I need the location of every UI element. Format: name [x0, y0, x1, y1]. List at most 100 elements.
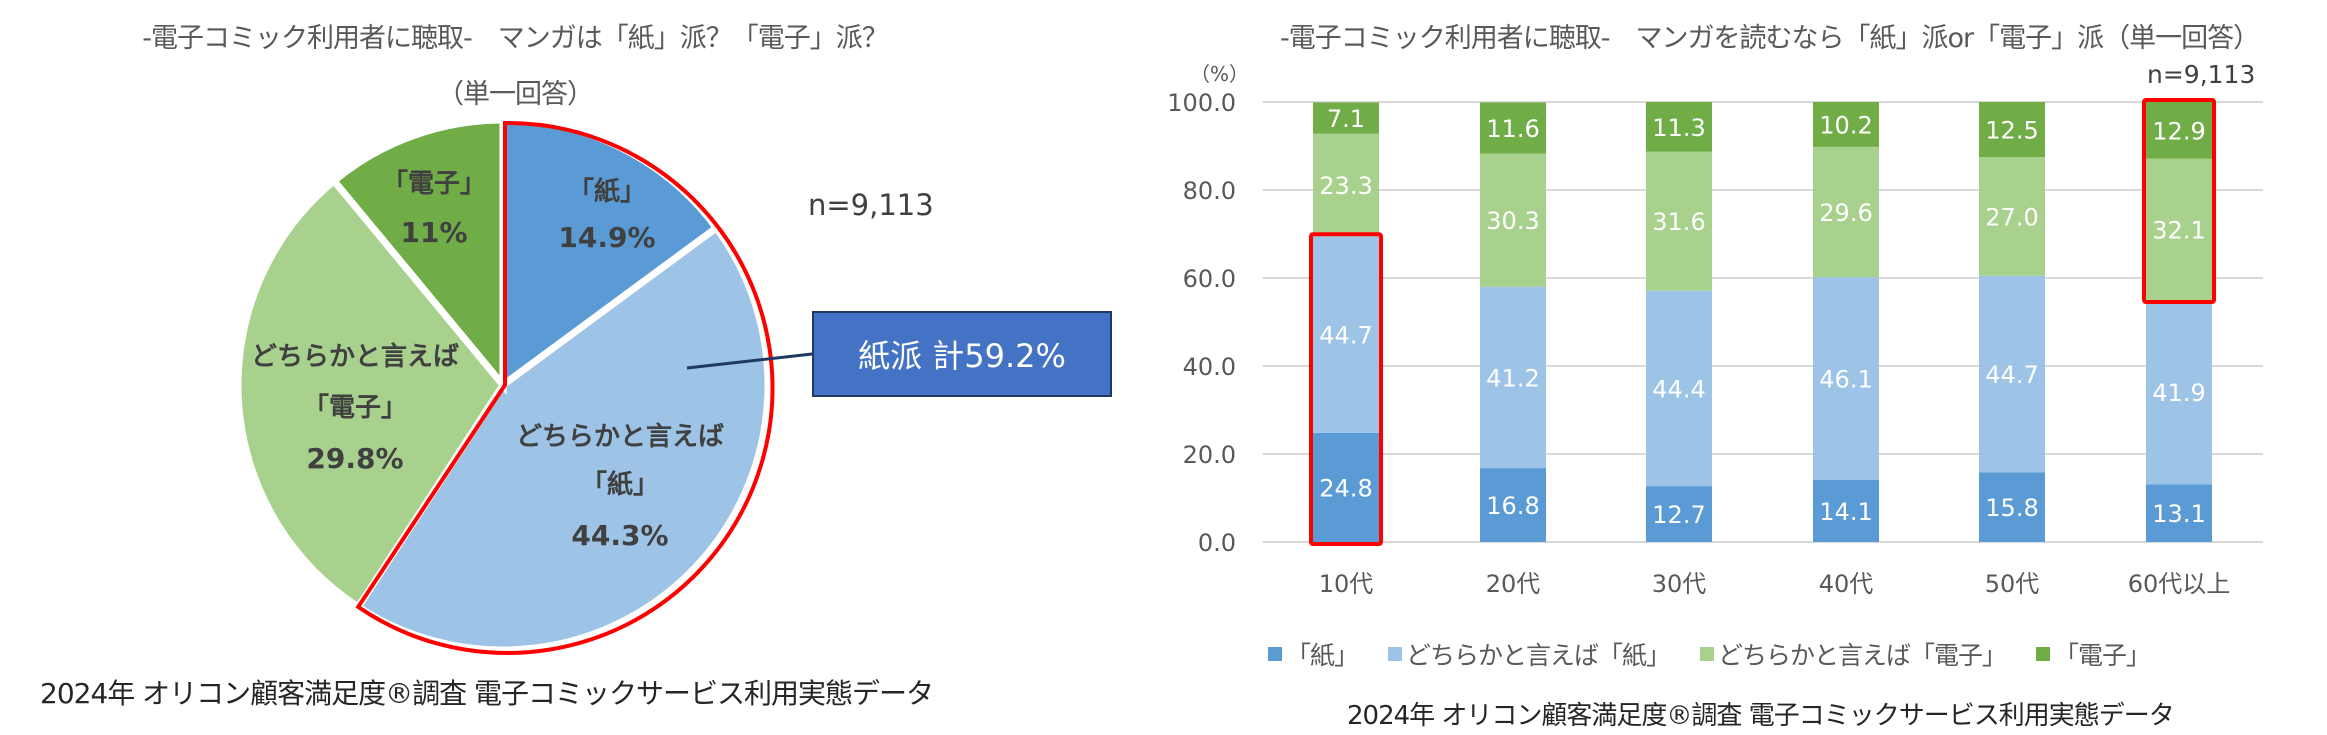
- bar-value-label: 41.9: [2152, 379, 2205, 407]
- pie-slice-rather-paper: [353, 222, 772, 654]
- x-axis-label: 40代: [1819, 570, 1874, 598]
- y-axis-unit: （%）: [1190, 62, 1250, 86]
- x-axis-labels: 10代 20代 30代 40代 50代 60代以上: [1319, 570, 2231, 598]
- bar-value-label: 44.7: [1319, 322, 1372, 350]
- x-axis-label: 50代: [1985, 570, 2040, 598]
- legend-item-rather-paper: どちらかと言えば「紙」: [1388, 636, 1671, 672]
- bar-30代: 12.7 44.4 31.6 11.3: [1646, 102, 1712, 542]
- slice-label-rather-digital-1: どちらかと言えば: [251, 342, 459, 372]
- x-axis-label: 10代: [1319, 570, 1374, 598]
- legend-item-paper: 「紙」: [1268, 636, 1359, 672]
- x-axis-label: 60代以上: [2128, 570, 2231, 598]
- y-tick-label: 60.0: [1183, 265, 1236, 293]
- legend-item-rather-digital: どちらかと言えば「電子」: [1700, 636, 2007, 672]
- highlight-box-10代: [1309, 232, 1383, 546]
- y-tick-label: 0.0: [1198, 529, 1236, 557]
- bar-sample-size: n=9,113: [2147, 60, 2256, 89]
- slice-label-rather-digital-2: 「電子」: [303, 392, 407, 423]
- bar-value-label: 11.3: [1652, 114, 1705, 142]
- slice-value-paper: 14.9%: [558, 221, 655, 254]
- bar-value-label: 12.9: [2152, 117, 2205, 145]
- slice-label-rather-paper-2: 「紙」: [581, 469, 659, 500]
- paper-total-callout: 紙派 計59.2%: [812, 311, 1112, 397]
- bars: 24.8 44.7 23.3 7.1 16.8 41.2 30.3 11.6 12.7 44.4 3…: [1313, 102, 2212, 542]
- y-tick-label: 100.0: [1167, 89, 1236, 117]
- bar-value-label: 23.3: [1319, 172, 1372, 200]
- pie-chart-title: -電子コミック利用者に聴取- マンガは「紙」派？「電子」派？: [142, 23, 888, 54]
- slice-label-rather-paper-1: どちらかと言えば: [516, 422, 724, 452]
- bar-segment-paper: [1480, 468, 1546, 542]
- y-tick-label: 40.0: [1183, 353, 1236, 381]
- bar-segment-paper: [1313, 432, 1379, 542]
- slice-value-rather-digital: 29.8%: [306, 442, 403, 475]
- bar-value-label: 16.8: [1486, 492, 1539, 520]
- highlight-box-60代以上: [2142, 98, 2216, 304]
- bar-segment-rather-paper: [1979, 275, 2045, 473]
- bar-value-label: 12.5: [1985, 117, 2038, 145]
- slice-value-rather-paper: 44.3%: [571, 519, 668, 552]
- bar-segment-rather-paper: [1646, 290, 1712, 487]
- bar-segment-paper: [1646, 486, 1712, 542]
- legend-swatch-rather-digital: [1700, 647, 1715, 661]
- bar-segment-digital: [2146, 102, 2212, 159]
- bar-value-label: 31.6: [1652, 208, 1705, 236]
- bar-value-label: 12.7: [1652, 501, 1705, 529]
- bar-value-label: 24.8: [1319, 474, 1372, 502]
- stacked-bar-chart: 100.0 80.0 60.0 40.0 20.0 0.0 24.8 44.7 23.3 7.1…: [1167, 89, 2263, 598]
- bar-value-label: 13.1: [2152, 500, 2205, 528]
- pie-labels: 「紙」 14.9% どちらかと言えば 「紙」 44.3% どちらかと言えば 「電…: [251, 168, 724, 552]
- bar-20代: 16.8 41.2 30.3 11.6: [1480, 102, 1546, 542]
- bar-value-label: 44.7: [1985, 361, 2038, 389]
- paper-highlight-outline: [355, 120, 775, 655]
- legend-label-digital: 「電子」: [2054, 641, 2151, 670]
- paper-total-callout-label: 紙派 計59.2%: [858, 337, 1066, 375]
- bar-segment-digital: [1979, 102, 2045, 157]
- bar-segment-digital: [1313, 102, 1379, 134]
- bar-segment-rather-paper: [1313, 236, 1379, 433]
- bar-segment-rather-digital: [1480, 153, 1546, 287]
- bar-segment-rather-digital: [1813, 146, 1879, 278]
- pie-chart: 「紙」 14.9% どちらかと言えば 「紙」 44.3% どちらかと言えば 「電…: [234, 116, 813, 655]
- x-axis-label: 20代: [1486, 570, 1541, 598]
- bar-segment-digital: [1646, 102, 1712, 152]
- bar-highlights: [1309, 98, 2216, 546]
- bar-50代: 15.8 44.7 27.0 12.5: [1979, 102, 2045, 542]
- bar-segment-rather-digital: [1646, 151, 1712, 291]
- bar-value-label: 32.1: [2152, 216, 2205, 244]
- legend-label-rather-digital: どちらかと言えば「電子」: [1718, 641, 2007, 670]
- bar-40代: 14.1 46.1 29.6 10.2: [1813, 102, 1879, 542]
- pie-source-note: 2024年 オリコン顧客満足度®調査 電子コミックサービス利用実態データ: [40, 677, 934, 710]
- bar-segment-rather-digital: [2146, 158, 2212, 300]
- pie-slice-digital: [329, 116, 507, 395]
- bar-segment-rather-paper: [2146, 300, 2212, 485]
- bar-value-label: 7.1: [1327, 105, 1365, 133]
- bar-value-label: 27.0: [1985, 203, 2038, 231]
- legend-item-digital: 「電子」: [2036, 636, 2151, 672]
- bar-legend: 「紙」 どちらかと言えば「紙」 どちらかと言えば「電子」 「電子」: [1268, 636, 2151, 672]
- legend-swatch-digital: [2036, 647, 2051, 661]
- legend-swatch-rather-paper: [1388, 647, 1403, 661]
- bar-value-label: 10.2: [1819, 111, 1872, 139]
- bar-value-label: 15.8: [1985, 494, 2038, 522]
- callout-leader-line: [686, 352, 813, 370]
- y-axis-ticks: 100.0 80.0 60.0 40.0 20.0 0.0: [1167, 89, 1236, 557]
- bar-value-label: 11.6: [1486, 115, 1539, 143]
- bar-segment-digital: [1813, 102, 1879, 147]
- slice-value-digital: 11%: [400, 216, 467, 249]
- bar-value-label: 29.6: [1819, 199, 1872, 227]
- bar-segment-paper: [1979, 472, 2045, 542]
- pie-sample-size: n=9,113: [808, 188, 934, 222]
- slice-label-digital: 「電子」: [382, 168, 486, 199]
- x-axis-label: 30代: [1652, 570, 1707, 598]
- legend-label-paper: 「紙」: [1286, 641, 1359, 670]
- bar-segment-rather-paper: [1813, 277, 1879, 480]
- bar-segment-paper: [2146, 484, 2212, 542]
- pie-chart-subtitle: （単一回答）: [437, 79, 594, 110]
- bar-segment-rather-digital: [1979, 157, 2045, 276]
- bar-value-label: 30.3: [1486, 207, 1539, 235]
- pie-slices: [234, 116, 772, 654]
- bar-segment-rather-digital: [1313, 133, 1379, 237]
- legend-swatch-paper: [1268, 647, 1282, 661]
- bar-value-label: 46.1: [1819, 366, 1872, 394]
- gridlines: [1263, 101, 2263, 543]
